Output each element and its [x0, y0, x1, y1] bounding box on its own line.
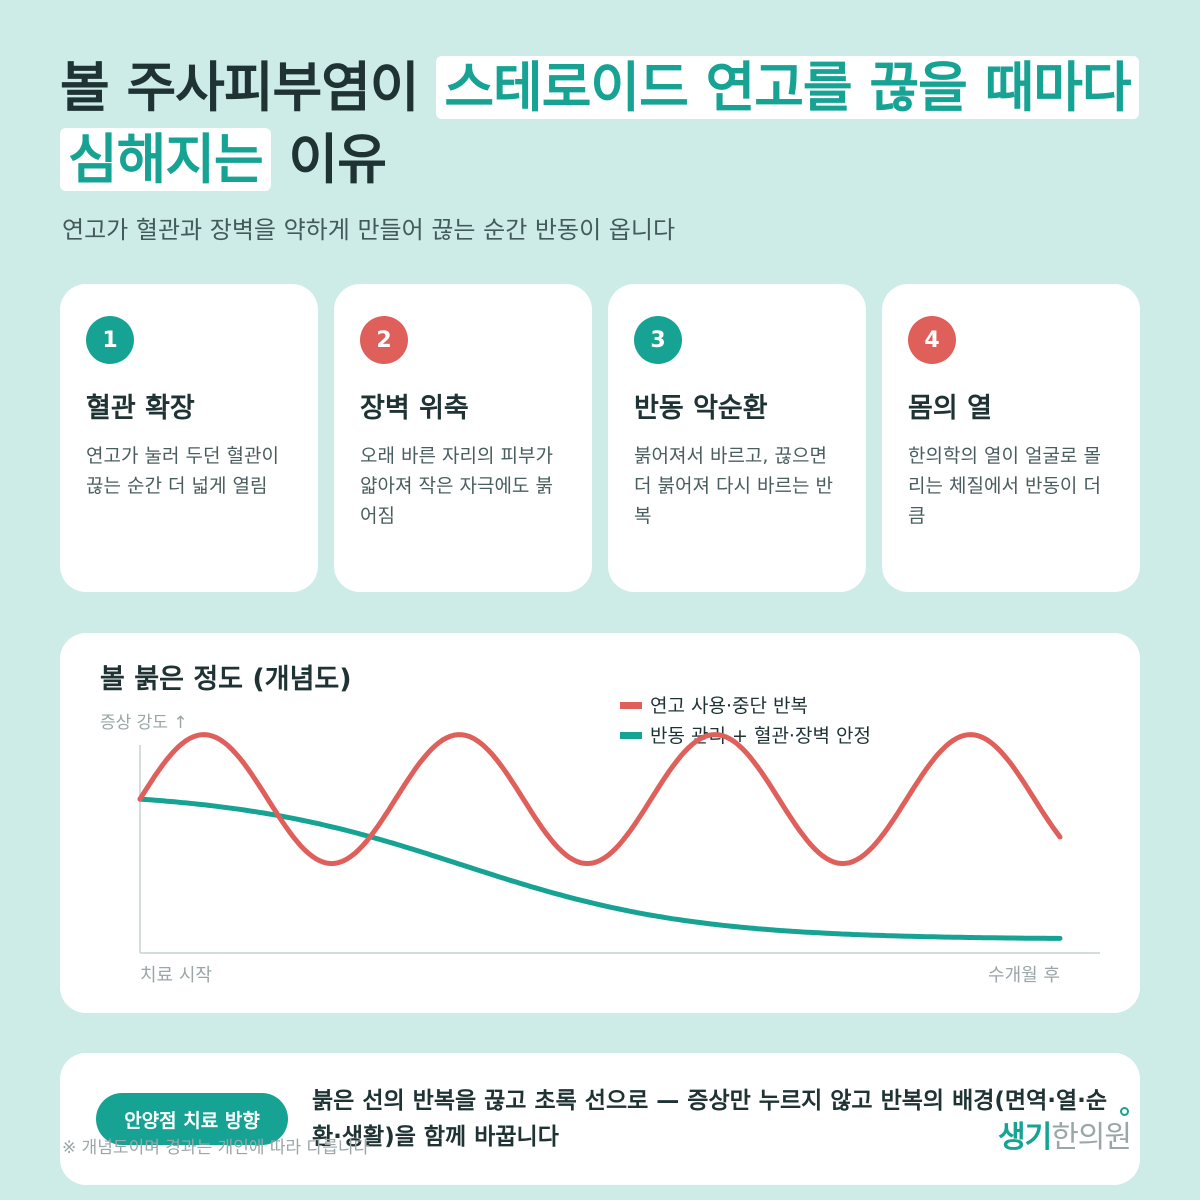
card-title: 혈관 확장	[86, 393, 195, 424]
card-description: 한의학의 열이 얼굴로 몰리는 체질에서 반동이 더 큼	[908, 445, 1101, 527]
legend-label-red: 연고 사용·중단 반복	[650, 695, 808, 717]
y-axis-label: 증상 강도 ↑	[100, 713, 188, 733]
page-title: 볼 주사피부염이 스테로이드 연고를 끊을 때마다 심해지는 이유	[60, 52, 1150, 196]
card-title: 반동 악순환	[634, 393, 768, 424]
card-title: 몸의 열	[908, 393, 992, 424]
card-title: 장벽 위축	[360, 393, 469, 424]
card-number-badge: 3	[634, 316, 682, 364]
card-number-badge: 4	[908, 316, 956, 364]
logo-primary: 생기	[998, 1120, 1052, 1155]
series-line-rebound	[137, 732, 1063, 867]
series-line-stable	[137, 796, 1063, 941]
logo-secondary: 한의원	[1051, 1120, 1132, 1155]
chart-svg: 증상 강도 ↑ 치료 시작 수개월 후 연고 사용·중단 반복 반동 관리 + …	[100, 695, 1100, 986]
logo-dot-icon	[1120, 1107, 1129, 1116]
title-highlight-1: 스테로이드 연고를 끊을 때마다	[436, 56, 1139, 119]
cause-card-1: 1 혈관 확장 연고가 눌러 두던 혈관이 끊는 순간 더 넓게 열림	[60, 284, 318, 592]
title-highlight-2: 심해지는	[60, 128, 271, 191]
cause-card-2: 2 장벽 위축 오래 바른 자리의 피부가 얇아져 작은 자극에도 붉어짐	[334, 284, 592, 592]
legend-swatch-green	[620, 732, 642, 739]
treatment-badge: 안양점 치료 방향	[96, 1093, 288, 1145]
brand-logo: 생기한의원	[998, 1112, 1132, 1156]
cause-cards: 1 혈관 확장 연고가 눌러 두던 혈관이 끊는 순간 더 넓게 열림 2 장벽…	[60, 284, 1140, 592]
card-description: 붉어져서 바르고, 끊으면 더 붉어져 다시 바르는 반복	[634, 445, 833, 527]
footnote: ※ 개념도이며 경과는 개인에 따라 다릅니다	[62, 1138, 370, 1158]
x-tick-end: 수개월 후	[988, 965, 1060, 986]
legend-swatch-red	[620, 702, 642, 709]
cause-card-3: 3 반동 악순환 붉어져서 바르고, 끊으면 더 붉어져 다시 바르는 반복	[608, 284, 866, 592]
page-subtitle: 연고가 혈관과 장벽을 약하게 만들어 끊는 순간 반동이 옵니다	[62, 216, 676, 244]
chart-title: 볼 붉은 정도 (개념도)	[100, 664, 352, 695]
card-number-badge: 1	[86, 316, 134, 364]
legend-label-green: 반동 관리 + 혈관·장벽 안정	[650, 725, 871, 747]
title-part2: 이유	[288, 128, 387, 191]
treatment-card: 안양점 치료 방향 붉은 선의 반복을 끊고 초록 선으로 — 증상만 누르지 …	[60, 1053, 1140, 1185]
card-number-badge: 2	[360, 316, 408, 364]
cause-card-4: 4 몸의 열 한의학의 열이 얼굴로 몰리는 체질에서 반동이 더 큼	[882, 284, 1140, 592]
title-part1: 볼 주사피부염이	[60, 56, 420, 119]
card-description: 오래 바른 자리의 피부가 얇아져 작은 자극에도 붉어짐	[360, 445, 553, 527]
treatment-text: 붉은 선의 반복을 끊고 초록 선으로 — 증상만 누르지 않고 반복의 배경(…	[312, 1088, 1108, 1150]
x-tick-start: 치료 시작	[140, 965, 212, 986]
chart-card: 볼 붉은 정도 (개념도) 증상 강도 ↑ 치료 시작 수개월 후 연고 사용·…	[60, 633, 1140, 1013]
card-description: 연고가 눌러 두던 혈관이 끊는 순간 더 넓게 열림	[86, 445, 279, 497]
